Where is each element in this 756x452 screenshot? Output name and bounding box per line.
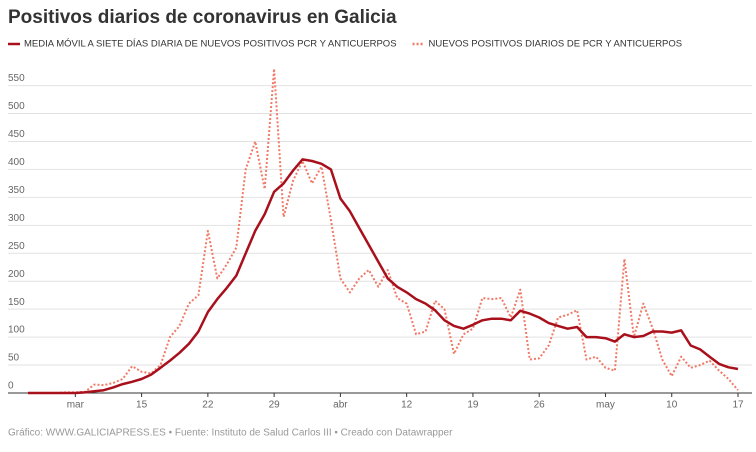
y-tick-label: 500	[8, 101, 25, 112]
series-line	[28, 67, 739, 394]
x-tick-label: 26	[534, 400, 546, 411]
series-line	[28, 158, 739, 395]
x-tick-label: 15	[136, 400, 148, 411]
y-tick-label: 100	[8, 325, 25, 336]
y-tick-label: 0	[8, 381, 14, 392]
y-tick-label: 250	[8, 241, 25, 252]
x-tick-label: 29	[269, 400, 281, 411]
x-tick-label: 10	[666, 400, 678, 411]
y-tick-label: 150	[8, 297, 25, 308]
y-tick-label: 450	[8, 129, 25, 140]
y-tick-label: 300	[8, 213, 25, 224]
y-tick-label: 350	[8, 185, 25, 196]
y-tick-label: 50	[8, 353, 20, 364]
x-tick-label: abr	[333, 400, 348, 411]
y-tick-label: 550	[8, 73, 25, 84]
x-tick-label: may	[596, 400, 615, 411]
footer: Gráfico: WWW.GALICIAPRESS.ES • Fuente: I…	[8, 428, 453, 439]
y-tick-label: 200	[8, 269, 25, 280]
x-tick-label: 19	[467, 400, 479, 411]
chart-title: Positivos diarios de coronavirus en Gali…	[8, 7, 397, 28]
legend-label: NUEVOS POSITIVOS DIARIOS DE PCR Y ANTICU…	[429, 39, 683, 50]
x-tick-label: 12	[401, 400, 413, 411]
legend-label: MEDIA MÓVIL A SIETE DÍAS DIARIA DE NUEVO…	[24, 39, 397, 50]
x-tick-label: 17	[732, 400, 744, 411]
y-tick-label: 400	[8, 157, 25, 168]
x-tick-label: mar	[67, 400, 85, 411]
x-tick-label: 22	[202, 400, 214, 411]
